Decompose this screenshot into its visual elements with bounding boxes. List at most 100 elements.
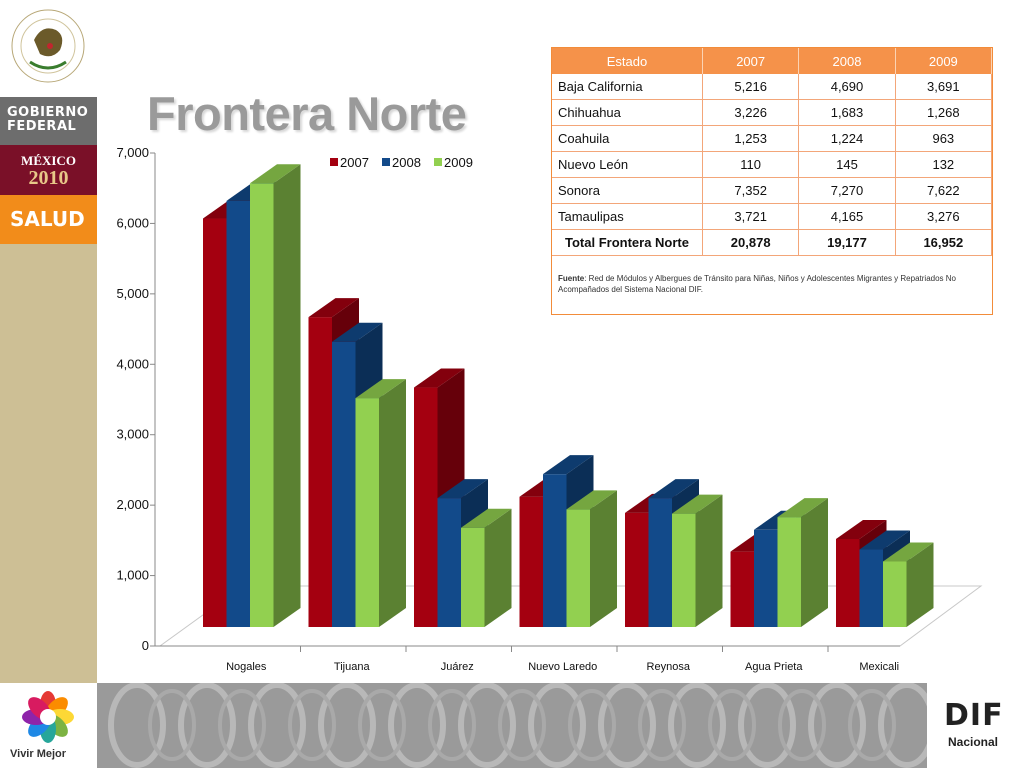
bar-top-face bbox=[777, 498, 828, 518]
header-2007: 2007 bbox=[702, 48, 800, 74]
sidebar: GOBIERNO FEDERAL MÉXICO 2010 SALUD bbox=[0, 0, 97, 768]
mexico-line1: MÉXICO bbox=[21, 153, 76, 168]
bar-front-face bbox=[308, 317, 332, 627]
table-row: Chihuahua 3,226 1,683 1,268 bbox=[552, 99, 993, 126]
cell-total-label: Total Frontera Norte bbox=[552, 229, 703, 256]
bar-front-face bbox=[777, 517, 801, 627]
bar-side-face bbox=[379, 379, 406, 627]
x-tick-label: Agua Prieta bbox=[745, 661, 803, 673]
dif-logo: DIF bbox=[944, 698, 1004, 733]
table-row: Coahuila 1,253 1,224 963 bbox=[552, 125, 993, 152]
bar-front-face bbox=[672, 513, 696, 627]
mexico-2010-logo: MÉXICO 2010 bbox=[0, 145, 97, 195]
bar-front-face bbox=[859, 549, 883, 627]
data-table: Estado 2007 2008 2009 Baja California 5,… bbox=[552, 48, 993, 256]
bar-front-face bbox=[754, 529, 778, 627]
bar-side-face bbox=[801, 498, 828, 627]
y-tick-label: 1,000 bbox=[116, 568, 149, 583]
x-tick-label: Reynosa bbox=[647, 661, 691, 673]
data-table-panel: Estado 2007 2008 2009 Baja California 5,… bbox=[551, 47, 993, 315]
bar-top-face bbox=[648, 479, 699, 499]
footer: Vivir Mejor DIF Nacional bbox=[0, 683, 1024, 768]
cell-2008: 4,690 bbox=[798, 74, 896, 100]
legend-label-2008: 2008 bbox=[392, 155, 421, 170]
cell-2009: 963 bbox=[895, 125, 993, 152]
cell-estado: Nuevo León bbox=[552, 151, 703, 178]
bar-front-face bbox=[543, 474, 567, 627]
bar-side-face bbox=[906, 542, 934, 627]
table-total-row: Total Frontera Norte 20,878 19,177 16,95… bbox=[552, 229, 993, 256]
cell-2007: 110 bbox=[702, 151, 800, 178]
cell-estado: Baja California bbox=[552, 74, 703, 100]
y-tick-label: 7,000 bbox=[116, 145, 149, 160]
x-tick-label: Mexicali bbox=[859, 661, 899, 673]
mexico-seal-icon bbox=[11, 9, 85, 83]
y-tick-label: 0 bbox=[142, 638, 149, 653]
y-tick-label: 4,000 bbox=[116, 356, 149, 371]
cell-2007: 3,721 bbox=[702, 203, 800, 230]
cell-estado: Chihuahua bbox=[552, 99, 703, 126]
header-2008: 2008 bbox=[798, 48, 896, 74]
header-2009: 2009 bbox=[895, 48, 993, 74]
bar-top-face bbox=[461, 508, 512, 528]
bar-2009-reynosa bbox=[672, 494, 723, 627]
table-row: Tamaulipas 3,721 4,165 3,276 bbox=[552, 203, 993, 230]
page-title: Frontera Norte bbox=[147, 87, 467, 140]
bar-top-face bbox=[543, 455, 594, 475]
bar-top-face bbox=[355, 379, 406, 399]
x-tick-label: Nogales bbox=[226, 661, 267, 673]
bar-side-face bbox=[590, 490, 617, 627]
cell-total-2007: 20,878 bbox=[702, 229, 800, 256]
bar-front-face bbox=[355, 398, 379, 627]
bar-front-face bbox=[625, 512, 649, 627]
cell-2007: 1,253 bbox=[702, 125, 800, 152]
bar-chart: 0 1,000 2,000 3,000 4,000 5,000 6,000 7,000 Noga… bbox=[116, 145, 983, 673]
x-tick-label: Juárez bbox=[441, 661, 474, 673]
salud-logo: SALUD bbox=[0, 195, 97, 244]
cell-2009: 3,276 bbox=[895, 203, 993, 230]
bar-top-face bbox=[414, 368, 465, 388]
footer-rings-decoration bbox=[108, 683, 927, 768]
cell-2009: 1,268 bbox=[895, 99, 993, 126]
bar-front-face bbox=[332, 341, 356, 627]
cell-2007: 5,216 bbox=[702, 74, 800, 100]
bar-2009-nogales bbox=[250, 164, 301, 628]
mexico-line2: 2010 bbox=[28, 167, 69, 189]
bar-top-face bbox=[437, 479, 488, 499]
vivir-mejor-label: Vivir Mejor bbox=[10, 748, 67, 760]
gobierno-federal-logo: GOBIERNO FEDERAL bbox=[0, 97, 97, 145]
bar-top-face bbox=[308, 298, 359, 318]
y-tick-label: 5,000 bbox=[116, 286, 149, 301]
table-header-row: Estado 2007 2008 2009 bbox=[552, 48, 993, 74]
cell-2008: 145 bbox=[798, 151, 896, 178]
bar-front-face bbox=[519, 496, 543, 627]
bar-2009-nuevo-laredo bbox=[566, 490, 617, 627]
bar-top-face bbox=[836, 519, 887, 539]
bar-front-face bbox=[648, 498, 672, 627]
cell-2008: 1,683 bbox=[798, 99, 896, 126]
bar-front-face bbox=[226, 200, 250, 627]
cell-estado: Sonora bbox=[552, 177, 703, 204]
table-row: Nuevo León 110 145 132 bbox=[552, 151, 993, 178]
cell-2007: 7,352 bbox=[702, 177, 800, 204]
bar-top-face bbox=[672, 494, 723, 514]
bar-top-face bbox=[883, 542, 934, 562]
y-tick-label: 6,000 bbox=[116, 215, 149, 230]
cell-2009: 3,691 bbox=[895, 74, 993, 100]
source-note: Fuente: Red de Módulos y Albergues de Tr… bbox=[552, 256, 992, 295]
source-label: Fuente bbox=[558, 274, 585, 283]
legend-swatch-2008 bbox=[382, 158, 390, 166]
footer-decorative-band bbox=[97, 683, 927, 768]
legend-swatch-2007 bbox=[330, 158, 338, 166]
bar-2009-mexicali bbox=[883, 542, 934, 627]
y-tick-label: 2,000 bbox=[116, 497, 149, 512]
bar-top-face bbox=[332, 322, 383, 342]
bar-top-face bbox=[859, 530, 910, 550]
header-estado: Estado bbox=[552, 48, 703, 74]
bar-front-face bbox=[461, 527, 485, 627]
bar-top-face bbox=[566, 490, 617, 510]
cell-total-2008: 19,177 bbox=[798, 229, 896, 256]
bar-front-face bbox=[836, 538, 860, 627]
cell-2009: 132 bbox=[895, 151, 993, 178]
bar-front-face bbox=[437, 498, 461, 627]
